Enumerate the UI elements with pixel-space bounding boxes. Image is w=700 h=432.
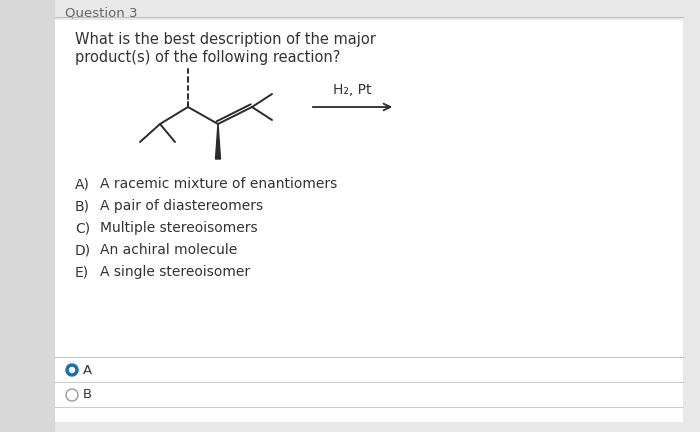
Text: Question 3: Question 3 xyxy=(65,7,137,20)
FancyBboxPatch shape xyxy=(55,20,683,422)
Text: A racemic mixture of enantiomers: A racemic mixture of enantiomers xyxy=(100,177,337,191)
Text: B): B) xyxy=(75,199,90,213)
FancyBboxPatch shape xyxy=(0,0,55,432)
Text: product(s) of the following reaction?: product(s) of the following reaction? xyxy=(75,50,340,65)
Text: D): D) xyxy=(75,243,91,257)
Text: What is the best description of the major: What is the best description of the majo… xyxy=(75,32,376,47)
Text: B: B xyxy=(83,388,92,401)
Text: A): A) xyxy=(75,177,90,191)
Circle shape xyxy=(69,368,74,372)
Polygon shape xyxy=(216,124,220,159)
Text: E): E) xyxy=(75,265,89,279)
Circle shape xyxy=(66,364,78,376)
Text: H₂, Pt: H₂, Pt xyxy=(333,83,372,97)
Text: An achiral molecule: An achiral molecule xyxy=(100,243,237,257)
Text: A: A xyxy=(83,363,92,377)
Text: A pair of diastereomers: A pair of diastereomers xyxy=(100,199,263,213)
Text: Multiple stereoisomers: Multiple stereoisomers xyxy=(100,221,258,235)
Text: A single stereoisomer: A single stereoisomer xyxy=(100,265,250,279)
Text: C): C) xyxy=(75,221,90,235)
